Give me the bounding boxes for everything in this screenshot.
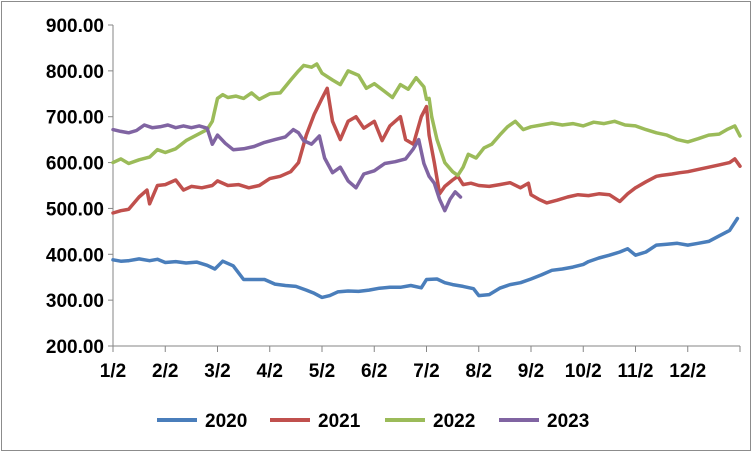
y-tick-label: 700.00: [46, 108, 104, 129]
y-tick-label: 300.00: [46, 291, 104, 312]
chart-frame: 200.00 300.00 400.00 500.00 600.00 700.00 800.…: [1, 1, 751, 451]
series-line-2020: [111, 216, 740, 300]
legend-label-2020: 2020: [205, 411, 247, 432]
x-tick-label: 7/2: [413, 361, 439, 382]
legend-label-2023: 2023: [547, 411, 589, 432]
y-tick-label: 800.00: [46, 62, 104, 83]
y-tick-label: 900.00: [46, 16, 104, 37]
x-tick-label: 9/2: [518, 361, 544, 382]
x-tick-label: 10/2: [565, 361, 602, 382]
x-tick-label: 8/2: [466, 361, 492, 382]
x-tick-label: 5/2: [309, 361, 335, 382]
legend-label-2021: 2021: [318, 411, 361, 432]
x-tick-label: 3/2: [204, 361, 230, 382]
series-line-2022: [111, 62, 742, 178]
x-tick-label: 1/2: [100, 361, 126, 382]
series-line-2021: [111, 86, 742, 215]
series-lines: [111, 62, 742, 300]
legend-label-2022: 2022: [433, 411, 475, 432]
y-tick-label: 200.00: [46, 337, 104, 358]
y-tick-label: 600.00: [46, 154, 104, 175]
line-chart: 200.00 300.00 400.00 500.00 600.00 700.00 800.…: [46, 16, 742, 432]
y-axis-ticks: 200.00 300.00 400.00 500.00 600.00 700.00 800.…: [46, 16, 113, 358]
legend: 2020 2021 2022 2023: [157, 411, 589, 432]
x-tick-label: 11/2: [618, 361, 654, 382]
x-tick-label: 6/2: [361, 361, 387, 382]
y-tick-label: 500.00: [46, 199, 104, 220]
x-tick-label: 2/2: [152, 361, 178, 382]
x-tick-label: 12/2: [669, 361, 706, 382]
x-tick-label: 4/2: [257, 361, 283, 382]
x-axis-ticks: 1/2 2/2 3/2 4/2 5/2 6/2 7/2 8/2 9/2 10/2 11/2 12/2: [100, 346, 741, 382]
series-line-2023: [111, 123, 463, 213]
y-tick-label: 400.00: [46, 245, 104, 266]
